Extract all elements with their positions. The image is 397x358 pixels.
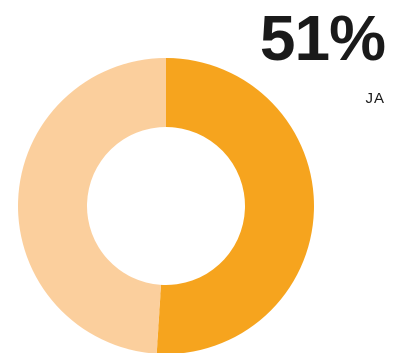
headline-percent: 51%: [259, 2, 386, 74]
donut-slice-0: [156, 58, 315, 354]
headline-label: JA: [365, 90, 385, 107]
donut-slice-1: [18, 58, 166, 354]
